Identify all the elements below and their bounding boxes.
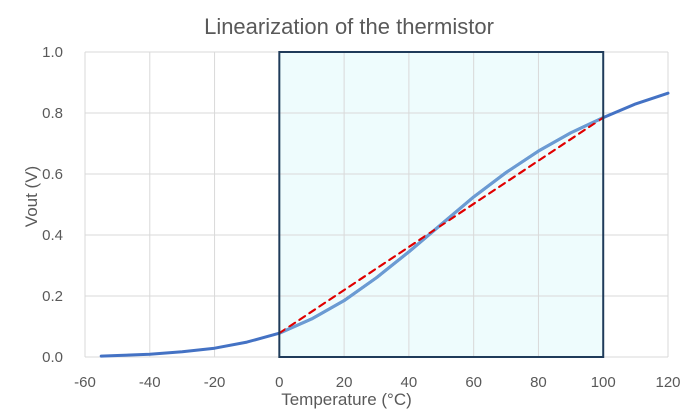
y-axis-title: Vout (V) (22, 166, 41, 227)
y-tick-label: 0.8 (42, 105, 63, 122)
x-tick-label: 80 (530, 374, 547, 391)
y-tick-label: 0.6 (42, 166, 63, 183)
y-tick-label: 1.0 (42, 44, 63, 61)
x-tick-label: 120 (655, 374, 680, 391)
chart-title: Linearization of the thermistor (204, 14, 494, 39)
x-tick-label: 60 (465, 374, 482, 391)
x-axis-title: Temperature (°C) (281, 390, 412, 409)
highlight-region-border (278, 51, 605, 358)
y-tick-label: 0.0 (42, 349, 63, 366)
x-tick-label: -40 (139, 374, 161, 391)
x-tick-label: 20 (336, 374, 353, 391)
y-tick-label: 0.2 (42, 288, 63, 305)
x-tick-label: 40 (401, 374, 418, 391)
x-tick-label: -20 (204, 374, 226, 391)
y-tick-label: 0.4 (42, 227, 63, 244)
linear-approximation-line-top (278, 116, 604, 335)
x-tick-label: 0 (275, 374, 283, 391)
x-tick-label: 100 (591, 374, 616, 391)
x-tick-label: -60 (74, 374, 96, 391)
